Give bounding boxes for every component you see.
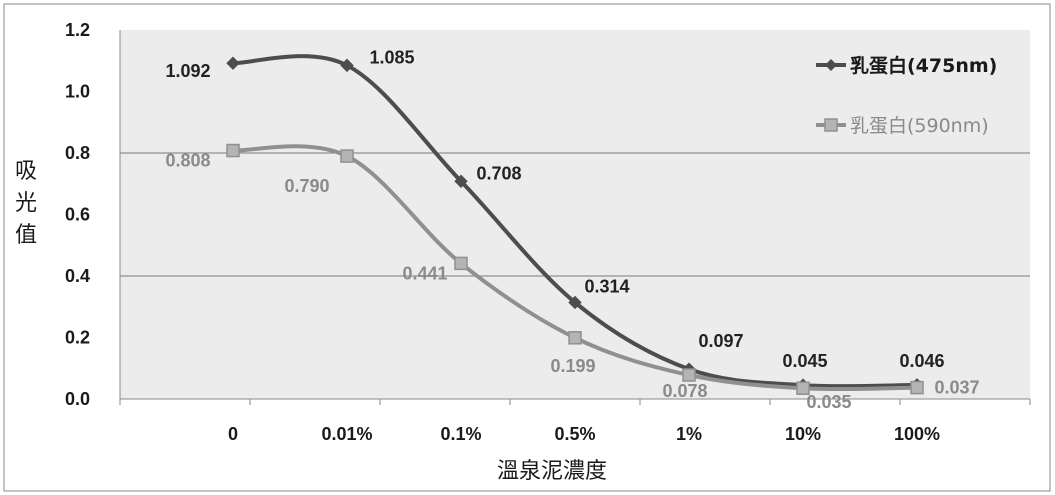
legend-marker-square <box>824 118 838 132</box>
data-point-diamond <box>226 56 240 70</box>
x-tick-label: 0.1% <box>440 424 481 444</box>
data-label: 0.441 <box>402 263 447 283</box>
x-tick-label: 0.01% <box>321 424 372 444</box>
legend-label: 乳蛋白(475nm) <box>850 54 997 77</box>
data-label: 0.097 <box>698 331 743 351</box>
x-tick-labels: 0 0.01% 0.1% 0.5% 1% 10% 100% <box>228 424 940 444</box>
data-point-diamond <box>568 295 582 310</box>
data-point-square <box>226 143 240 158</box>
data-point-diamond <box>454 174 468 188</box>
data-point-square <box>568 331 582 345</box>
x-tick-label: 0 <box>228 424 238 444</box>
data-label: 0.199 <box>550 356 595 376</box>
y-tick-label: 0.4 <box>65 266 90 286</box>
series-group <box>226 54 924 395</box>
y-axis-label: 吸光值 <box>15 159 37 248</box>
data-label: 0.808 <box>165 151 210 171</box>
data-label: 0.314 <box>584 276 629 296</box>
data-point-square <box>910 380 924 395</box>
data-point-square <box>454 256 468 271</box>
y-tick-label: 1.0 <box>65 82 90 102</box>
gridlines <box>120 152 1030 277</box>
y-tick-label: 0.2 <box>65 328 90 348</box>
y-tick-label: 1.2 <box>65 20 90 40</box>
legend-marker-diamond <box>825 59 837 71</box>
data-point-square <box>682 368 696 382</box>
data-label: 0.037 <box>934 378 979 398</box>
x-tick-label: 1% <box>676 424 702 444</box>
y-tick-label: 0.8 <box>65 143 90 163</box>
x-tick-label: 10% <box>785 424 821 444</box>
legend-label: 乳蛋白(590nm) <box>850 115 989 137</box>
data-label: 0.035 <box>806 392 851 412</box>
data-label: 1.085 <box>369 47 414 67</box>
x-tick-label: 100% <box>894 424 940 444</box>
data-label: 0.046 <box>899 351 944 371</box>
data-label: 1.092 <box>165 61 210 81</box>
x-axis-label: 溫泉泥濃度 <box>497 459 607 484</box>
data-point-square <box>340 149 354 163</box>
data-point-square <box>796 381 810 395</box>
y-tick-label: 0.0 <box>65 389 90 409</box>
data-labels: 1.092 1.085 0.708 0.314 0.097 0.045 0.046 0.808… <box>165 47 979 412</box>
data-label: 0.045 <box>782 351 827 371</box>
data-label: 0.708 <box>476 163 521 183</box>
axes <box>119 30 1031 405</box>
data-point-diamond <box>340 58 354 73</box>
x-tick-label: 0.5% <box>554 424 595 444</box>
y-tick-labels: 0.0 0.2 0.4 0.6 0.8 1.0 1.2 <box>65 20 90 409</box>
data-label: 0.790 <box>284 176 329 196</box>
y-tick-label: 0.6 <box>65 205 90 225</box>
data-label: 0.078 <box>662 381 707 401</box>
legend: 乳蛋白(475nm) 乳蛋白(590nm) <box>816 54 997 137</box>
